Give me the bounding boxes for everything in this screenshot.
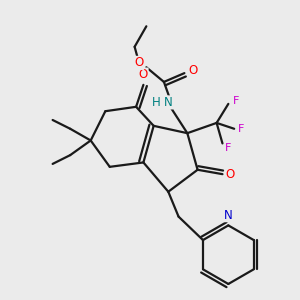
Text: O: O (189, 64, 198, 77)
Text: F: F (232, 96, 239, 106)
Text: O: O (225, 168, 234, 181)
Text: O: O (134, 56, 144, 69)
Text: H: H (152, 96, 161, 109)
Text: O: O (139, 68, 148, 81)
Text: F: F (225, 143, 232, 153)
Text: F: F (238, 124, 245, 134)
Text: N: N (224, 209, 233, 222)
Text: N: N (164, 96, 173, 109)
